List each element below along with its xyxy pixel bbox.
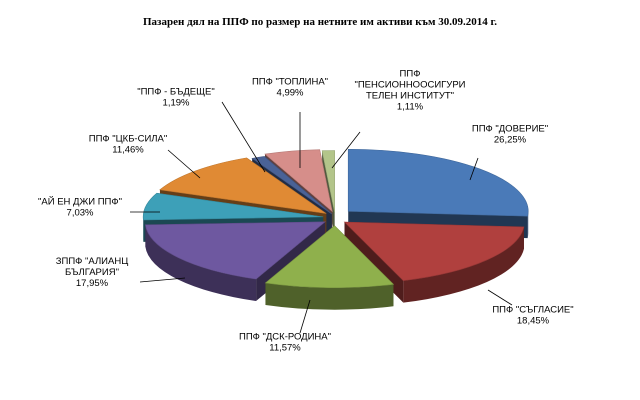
- pie-slice-top: [343, 221, 525, 281]
- pie-slice-top: [142, 192, 324, 221]
- slice-label: ППФ "ДОВЕРИЕ"26,25%: [469, 124, 548, 181]
- pie-slice-top: [321, 150, 335, 213]
- pie-slice-top: [347, 148, 529, 217]
- chart-title: Пазарен дял на ППФ по размер на нетните …: [143, 16, 497, 28]
- pie-slice-top: [264, 225, 395, 288]
- slice-label: ППФ "ДСК-РОДИНА"11,57%: [239, 299, 331, 354]
- pie-slice-top: [159, 157, 327, 214]
- slice-label: "ППФ - БЪДЕЩЕ"1,19%: [137, 87, 266, 173]
- slice-name-label: БЪЛГАРИЯ": [65, 267, 119, 278]
- slice-value-label: 11,57%: [269, 343, 301, 354]
- slice-name-label: ППФ "ДСК-РОДИНА": [239, 332, 331, 343]
- slice-name-label: "ПЕНСИОННООСИГУРИ: [354, 80, 465, 91]
- pie-slice: [343, 221, 525, 303]
- leader-line: [331, 131, 361, 169]
- slice-value-label: 11,46%: [112, 145, 144, 156]
- leader-line: [167, 149, 201, 179]
- slice-name-label: ТЕЛЕН ИНСТИТУТ": [366, 91, 454, 102]
- slice-value-label: 1,19%: [163, 98, 190, 109]
- leader-line: [487, 289, 513, 306]
- slice-label: ППФ "ТОПЛИНА"4,99%: [252, 77, 328, 168]
- labels-layer: ППФ "ДОВЕРИЕ"26,25%ППФ "СЪГЛАСИЕ"18,45%П…: [38, 69, 574, 354]
- pie-slice-top: [264, 149, 333, 213]
- slice-name-label: ППФ "ЦКБ-СИЛА": [89, 134, 167, 145]
- slice-value-label: 17,95%: [76, 278, 109, 289]
- slice-value-label: 7,03%: [67, 208, 94, 219]
- leader-line: [299, 299, 311, 334]
- leader-line: [221, 101, 266, 173]
- slice-name-label: "АЙ ЕН ДЖИ ППФ": [38, 196, 122, 208]
- leader-line: [139, 277, 186, 283]
- slice-label: "АЙ ЕН ДЖИ ППФ"7,03%: [38, 196, 160, 219]
- slice-label: ППФ "ЦКБ-СИЛА"11,46%: [89, 134, 201, 179]
- slices-layer: [142, 148, 529, 310]
- slice-value-label: 1,11%: [397, 102, 424, 113]
- slice-value-label: 26,25%: [494, 135, 527, 146]
- slice-name-label: ЗППФ "АЛИАНЦ: [56, 256, 128, 267]
- slice-value-label: 4,99%: [277, 88, 304, 99]
- slice-name-label: ППФ "СЪГЛАСИЕ": [492, 305, 573, 316]
- slice-name-label: ППФ "ТОПЛИНА": [252, 77, 328, 88]
- slice-label: ППФ "СЪГЛАСИЕ"18,45%: [487, 289, 574, 327]
- slice-name-label: "ППФ - БЪДЕЩЕ": [137, 87, 215, 98]
- slice-value-label: 18,45%: [517, 316, 550, 327]
- leader-line: [469, 157, 479, 181]
- slice-name-label: ППФ: [400, 69, 421, 80]
- pie-slice-top: [145, 221, 327, 280]
- slice-name-label: ППФ "ДОВЕРИЕ": [472, 124, 548, 135]
- pie-slice: [264, 225, 395, 310]
- pie-slice-top: [251, 156, 332, 215]
